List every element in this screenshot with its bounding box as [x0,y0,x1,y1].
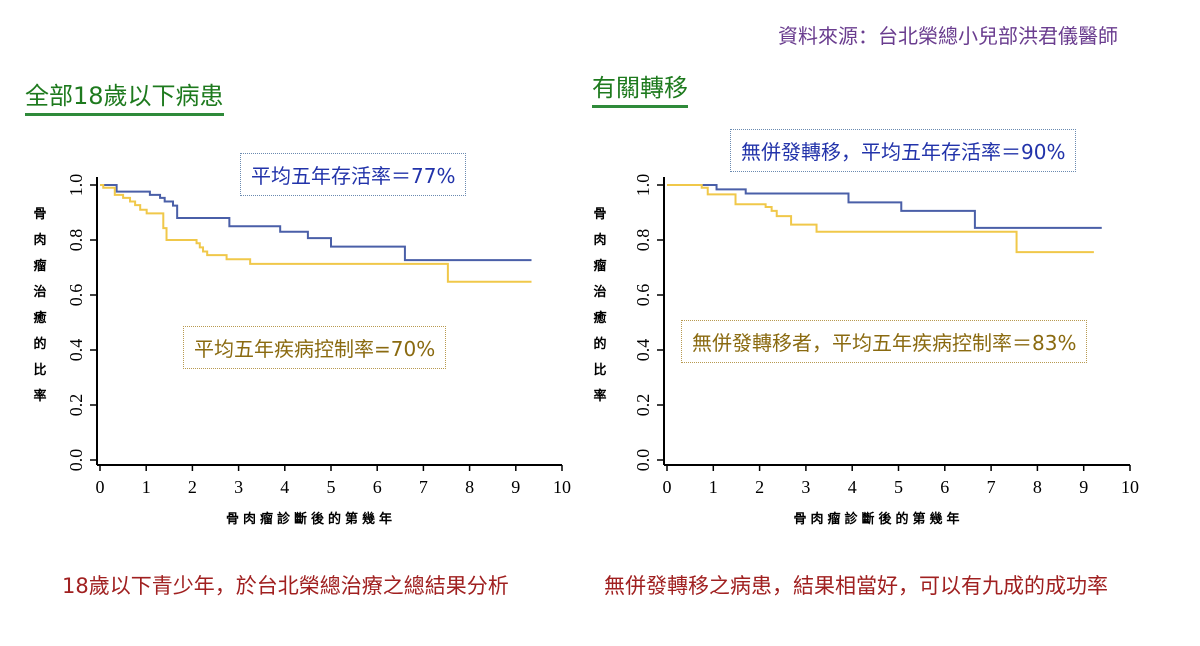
x-tick-label: 7 [419,477,428,497]
y-tick-label: 0.6 [633,284,653,307]
x-tick-label: 9 [511,477,520,497]
km-curve-survival [100,184,532,262]
y-axis-label-char: 癒 [593,310,606,326]
x-tick-label: 8 [465,477,474,497]
x-tick-label: 8 [1033,477,1042,497]
y-tick-label: 0.4 [633,339,653,362]
y-axis-label-char: 的 [33,336,46,352]
x-axis-label: 骨肉瘤診斷後的第幾年 [793,511,963,527]
y-tick-label: 0.2 [66,394,86,417]
x-tick-label: 7 [987,477,996,497]
x-tick-label: 2 [188,477,197,497]
x-tick-label: 4 [848,477,857,497]
y-axis-label-char: 瘤 [593,258,606,274]
y-axis-label-char: 比 [593,362,606,378]
y-tick-label: 1.0 [66,174,86,197]
x-tick-label: 10 [1121,477,1139,497]
caption-right: 無併發轉移之病患，結果相當好，可以有九成的成功率 [604,574,1108,598]
x-axis-label: 骨肉瘤診斷後的第幾年 [226,511,396,527]
y-axis-label-char: 率 [593,388,606,404]
x-tick-label: 0 [96,477,105,497]
y-tick-label: 0.4 [66,339,86,362]
x-tick-label: 2 [755,477,764,497]
y-tick-label: 0.2 [633,394,653,417]
x-tick-label: 9 [1079,477,1088,497]
chart-title-all-patients: 全部18歲以下病患 [25,76,224,116]
x-tick-label: 10 [553,477,571,497]
km-curve-control [100,184,532,283]
y-axis-label-char: 治 [593,284,606,300]
x-tick-label: 3 [234,477,243,497]
y-axis-label-char: 骨 [33,207,46,222]
x-tick-label: 4 [280,477,289,497]
x-tick-label: 6 [373,477,382,497]
annotation-control-left: 平均五年疾病控制率=70% [183,326,447,369]
y-tick-label: 0.8 [66,229,86,252]
y-tick-label: 0.8 [633,229,653,252]
y-axis-label-char: 的 [593,336,606,352]
y-tick-label: 0.0 [66,449,86,472]
y-axis-label-char: 率 [33,388,46,404]
y-axis-label-char: 比 [33,362,46,378]
y-tick-label: 0.6 [66,284,86,307]
y-axis-label-char: 治 [33,284,46,300]
x-tick-label: 0 [663,477,672,497]
y-tick-label: 1.0 [633,174,653,197]
x-tick-label: 6 [940,477,949,497]
x-tick-label: 1 [142,477,151,497]
km-curve-control [667,184,1094,254]
km-curve-survival [667,184,1102,229]
annotation-survival-left: 平均五年存活率＝77% [240,153,467,196]
y-axis-label-char: 癒 [33,310,46,326]
x-tick-label: 3 [801,477,810,497]
source-credit: 資料來源：台北榮總小兒部洪君儀醫師 [778,24,1118,48]
y-axis-label-char: 瘤 [33,258,46,274]
x-tick-label: 5 [894,477,903,497]
chart-title-metastasis: 有關轉移 [592,68,688,108]
annotation-survival-right: 無併發轉移，平均五年存活率＝90% [730,129,1077,172]
y-axis-label-char: 肉 [33,232,46,248]
y-axis-label-char: 肉 [593,232,606,248]
caption-left: 18歲以下青少年，於台北榮總治療之總結果分析 [62,574,509,598]
y-tick-label: 0.0 [633,449,653,472]
annotation-control-right: 無併發轉移者，平均五年疾病控制率＝83% [681,320,1088,363]
y-axis-label-char: 骨 [593,207,606,222]
x-tick-label: 5 [327,477,336,497]
x-tick-label: 1 [709,477,718,497]
